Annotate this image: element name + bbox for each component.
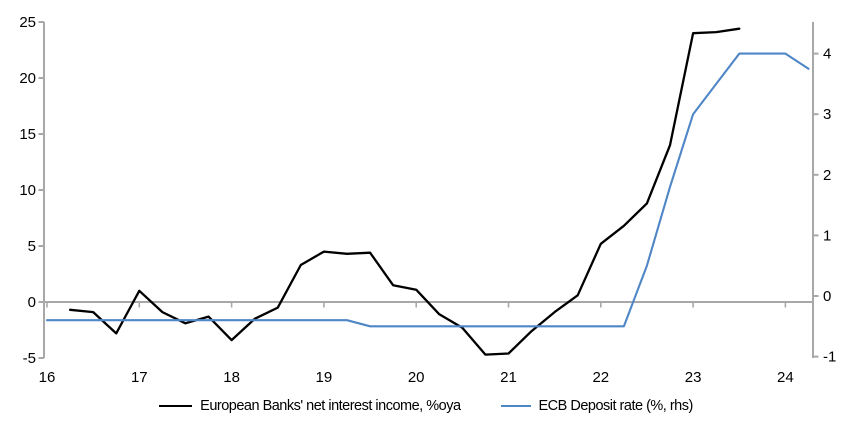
series-line-net-interest-income: [68, 27, 741, 356]
x-axis-tick-label: 18: [223, 369, 240, 386]
right-axis-tick-label: -1: [823, 349, 836, 366]
left-axis-tick-label: 20: [19, 70, 36, 87]
x-axis-tick-label: 16: [39, 369, 56, 386]
left-axis-tick-label: -5: [23, 350, 36, 367]
x-axis-tick-label: 23: [685, 369, 702, 386]
legend-label-ecb-deposit-rate: ECB Deposit rate (%, rhs): [538, 398, 694, 414]
x-axis-tick-label: 24: [777, 369, 794, 386]
left-axis-tick-label: 5: [28, 238, 36, 255]
series-line-ecb-deposit-rate: [45, 52, 810, 328]
left-axis-tick-label: 10: [19, 182, 36, 199]
left-axis-tick-label: 15: [19, 126, 36, 143]
right-axis-tick-label: 0: [823, 288, 831, 305]
legend-item-net-interest-income: European Banks' net interest income, %oy…: [159, 398, 461, 414]
blue-line-sample-icon: [500, 405, 531, 407]
x-axis-tick-label: 22: [592, 369, 609, 386]
right-axis-tick-label: 4: [823, 46, 831, 63]
black-line-sample-icon: [159, 405, 193, 407]
right-axis-tick-label: 3: [823, 106, 831, 123]
left-axis-tick-label: 0: [28, 294, 36, 311]
right-axis-tick-label: 2: [823, 167, 831, 184]
x-axis-tick-label: 20: [408, 369, 425, 386]
x-axis-tick-label: 21: [500, 369, 517, 386]
x-axis-tick-label: 19: [316, 369, 333, 386]
legend-item-ecb-deposit-rate: ECB Deposit rate (%, rhs): [500, 398, 694, 414]
legend-label-net-interest-income: European Banks' net interest income, %oy…: [200, 398, 461, 414]
left-axis-tick-label: 25: [19, 14, 36, 31]
x-axis-tick-label: 17: [131, 369, 148, 386]
chart-legend: European Banks' net interest income, %oy…: [0, 394, 852, 418]
right-axis-tick-label: 1: [823, 227, 831, 244]
